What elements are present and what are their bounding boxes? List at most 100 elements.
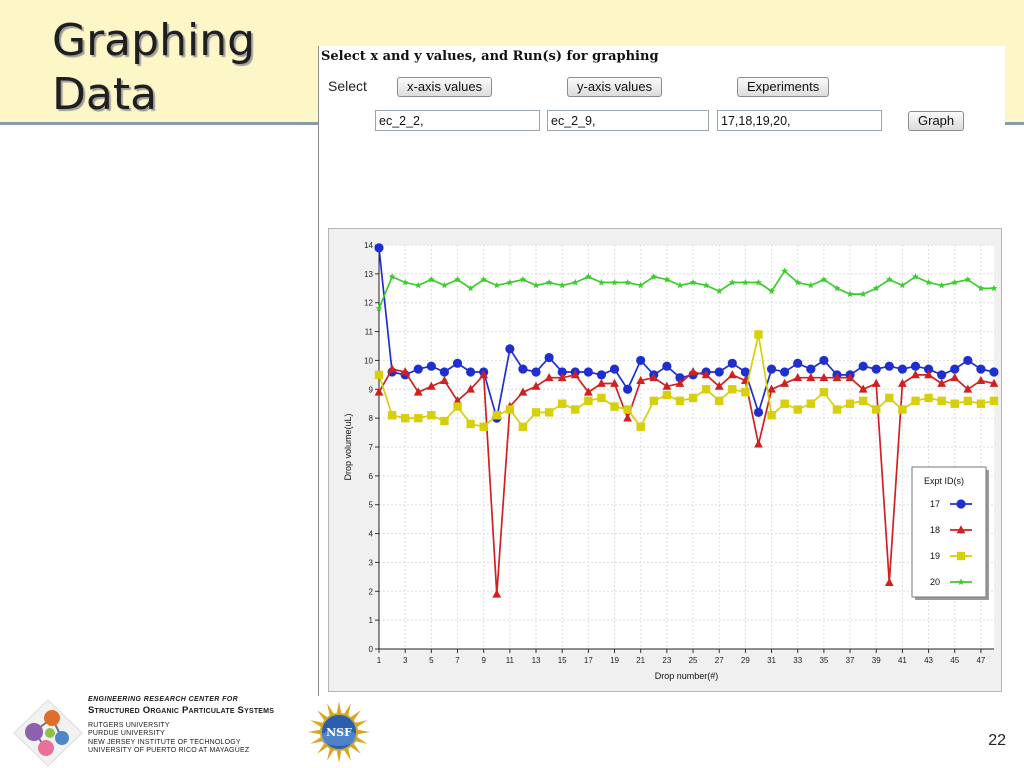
- nsf-ray: [350, 710, 361, 721]
- series-17-point: [596, 370, 607, 380]
- nsf-ray: [327, 703, 334, 716]
- series-19-point: [414, 413, 423, 423]
- x-tick-label: 41: [898, 656, 907, 665]
- x-tick-label: 33: [793, 656, 802, 665]
- series-17-point: [439, 367, 450, 377]
- series-18-point: [819, 372, 829, 382]
- series-19-point: [675, 396, 685, 406]
- nsf-rays: [308, 701, 370, 763]
- series-18-point: [858, 384, 868, 393]
- legend-marker-20: [957, 578, 965, 585]
- series-17-point: [452, 358, 463, 368]
- experiments-field[interactable]: [717, 110, 882, 131]
- series-17-point: [858, 361, 868, 371]
- series-19-point: [937, 396, 946, 406]
- x-tick-label: 15: [558, 656, 567, 665]
- y-tick-label: 3: [369, 558, 374, 567]
- nsf-ray: [336, 701, 342, 714]
- series-19-point: [505, 405, 515, 414]
- erc-line: ENGINEERING RESEARCH CENTER FOR: [88, 696, 239, 703]
- series-20-point: [441, 281, 448, 289]
- y-tick-label: 14: [364, 241, 373, 250]
- x-tick-label: 25: [689, 656, 698, 665]
- series-18-point: [950, 372, 960, 382]
- x-tick-label: 31: [767, 656, 776, 665]
- series-18-point: [557, 372, 567, 382]
- nsf-ray: [344, 748, 351, 761]
- x-tick-label: 29: [741, 656, 750, 665]
- x-axis-values-button[interactable]: x-axis values: [397, 77, 493, 97]
- series-19-point: [649, 396, 658, 406]
- series-19-point: [400, 413, 410, 423]
- series-19-point: [492, 411, 501, 420]
- series-19-point: [715, 396, 724, 406]
- x-axis-field[interactable]: [375, 110, 540, 131]
- series-18-point: [911, 370, 920, 379]
- series-17-point: [465, 367, 476, 377]
- y-axis-values-button[interactable]: y-axis values: [567, 77, 663, 97]
- series-19: [374, 330, 999, 431]
- series-18-point: [544, 372, 554, 382]
- series-19-point: [466, 419, 475, 429]
- graph-button[interactable]: Graph: [908, 111, 965, 131]
- series-19-point: [427, 411, 436, 420]
- series-18-point: [675, 378, 685, 387]
- series-18-point: [531, 381, 541, 390]
- series-20-point: [872, 284, 880, 292]
- slide-title-line-2: Data: [52, 69, 158, 120]
- x-tick-label: 19: [610, 656, 619, 665]
- legend-marker-18: [956, 525, 966, 534]
- series-17-point: [662, 361, 672, 371]
- y-tick-label: 2: [369, 587, 374, 596]
- series-17-point: [910, 361, 921, 371]
- series-20-point: [637, 281, 645, 289]
- series-20-point: [545, 278, 553, 286]
- series-20-point: [715, 287, 723, 295]
- experiments-button[interactable]: Experiments: [737, 77, 830, 97]
- legend-label-20: 20: [930, 577, 940, 587]
- series-17-point: [727, 358, 737, 368]
- nsf-ray: [327, 748, 334, 761]
- series-18-point: [989, 378, 999, 387]
- series-19-point: [806, 399, 816, 408]
- series-20-point: [781, 267, 789, 274]
- series-20-point: [427, 276, 435, 283]
- series-19-point: [571, 405, 580, 414]
- series-19-point: [885, 393, 894, 403]
- series-17-point: [714, 367, 724, 377]
- nsf-text: NSF: [326, 726, 352, 739]
- series-20-point: [454, 276, 461, 283]
- y-tick-label: 5: [369, 501, 374, 510]
- series-17-point: [976, 364, 986, 374]
- series-19-point: [597, 393, 606, 403]
- series-20-point: [833, 284, 841, 292]
- nsf-ray: [310, 737, 323, 744]
- series-19-point: [845, 399, 855, 408]
- series-17-point: [806, 364, 816, 374]
- y-axis-field[interactable]: [547, 110, 709, 131]
- x-tick-label: 43: [924, 656, 933, 665]
- x-tick-label: 37: [846, 656, 855, 665]
- series-20: [375, 267, 998, 312]
- form-heading: Select x and y values, and Run(s) for gr…: [321, 49, 659, 64]
- series-20-point: [794, 278, 802, 286]
- chart-series: [374, 243, 999, 598]
- series-19-point: [911, 396, 920, 406]
- page-number: 22: [988, 732, 1006, 749]
- series-20-point: [807, 281, 815, 289]
- university-njit: NEW JERSEY INSTITUTE OF TECHNOLOGY: [88, 738, 241, 746]
- legend-box: [911, 466, 987, 598]
- series-19-point: [858, 396, 868, 406]
- series-19-point: [989, 396, 999, 406]
- series-17-point: [413, 364, 423, 374]
- series-18-point: [610, 378, 619, 387]
- series-20-point: [598, 278, 605, 286]
- series-20-point: [820, 276, 828, 283]
- y-axis-label: Drop volume(uL): [343, 413, 353, 480]
- series-17-point: [950, 364, 960, 374]
- series-19-point: [584, 396, 593, 406]
- series-19-point: [872, 405, 881, 414]
- series-18-point: [400, 367, 410, 376]
